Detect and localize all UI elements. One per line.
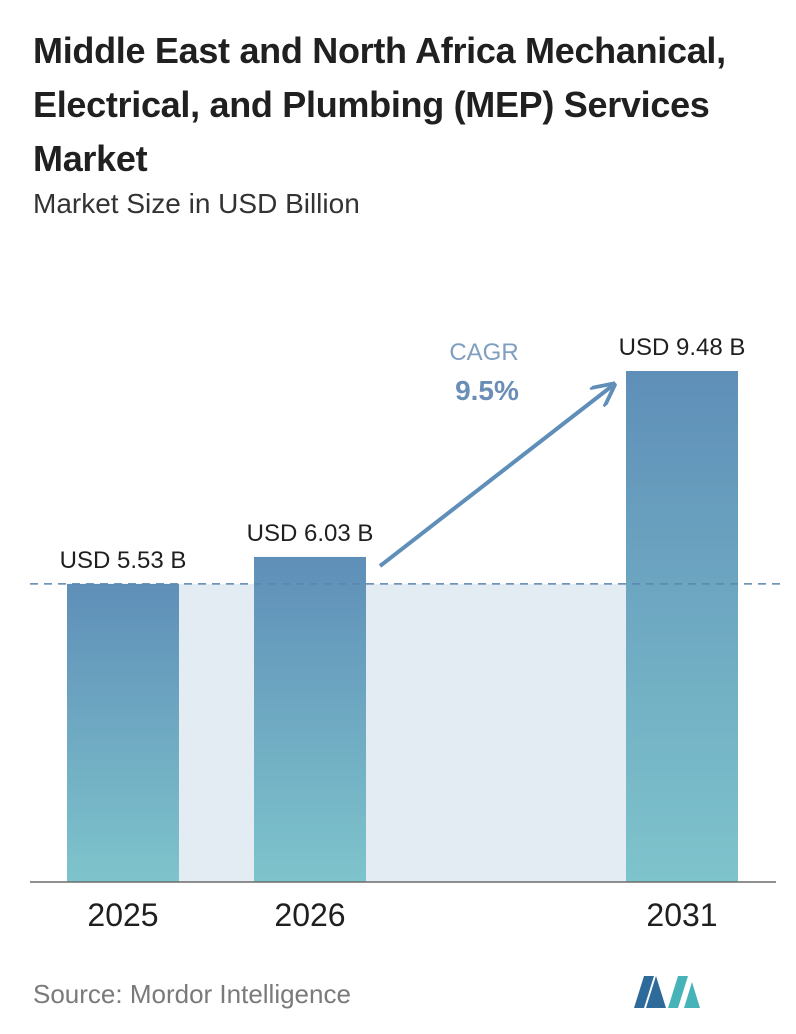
x-tick-label-2031: 2031: [646, 897, 717, 933]
chart-title: Middle East and North Africa Mechanical,…: [33, 30, 726, 179]
cagr-arrow: [378, 386, 612, 568]
bar-2025: [67, 583, 179, 882]
cagr-label: CAGR: [449, 339, 518, 366]
value-label-2025: USD 5.53 B: [60, 547, 187, 574]
x-tick-label-2025: 2025: [87, 897, 158, 933]
value-label-2026: USD 6.03 B: [247, 520, 374, 547]
chart-subtitle: Market Size in USD Billion: [33, 188, 360, 219]
value-label-2031: USD 9.48 B: [619, 334, 746, 361]
bar-2026: [254, 556, 366, 882]
cagr-value: 9.5%: [455, 375, 519, 406]
bar-2031: [626, 371, 738, 882]
source-note: Source: Mordor Intelligence: [33, 979, 351, 1009]
mordor-intelligence-logo: [634, 976, 700, 1008]
x-tick-label-2026: 2026: [274, 897, 345, 933]
